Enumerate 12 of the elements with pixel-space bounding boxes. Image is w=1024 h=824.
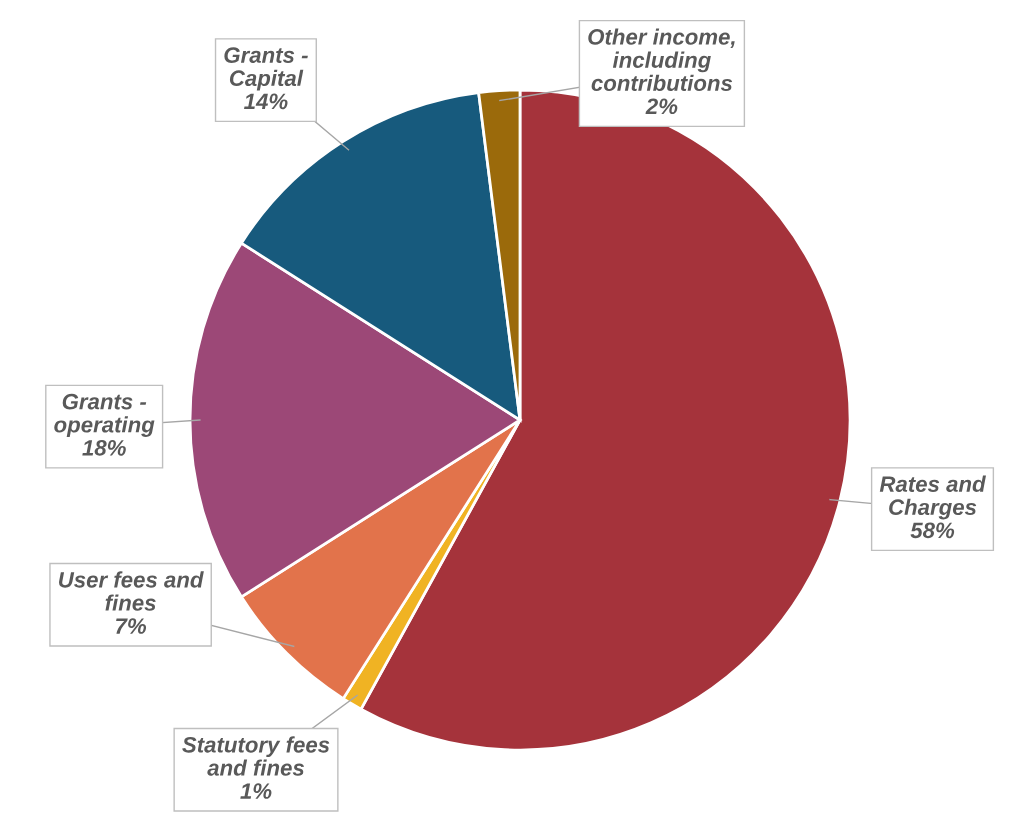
data-label: 58% xyxy=(910,522,955,539)
slice-label: Rates and Charges xyxy=(879,475,986,520)
slice-label: User fees and fines xyxy=(59,571,204,611)
slice-label: Statutory fees and fines xyxy=(182,736,330,776)
data-label: 18% xyxy=(82,439,126,456)
data-label: 1% xyxy=(240,783,272,799)
slice-label: Grants - operating xyxy=(54,393,155,437)
slice-label: Other income, including contributions xyxy=(588,28,735,92)
data-label: 2% xyxy=(645,98,678,115)
data-label: 14% xyxy=(244,93,288,110)
slice-label: Grants - Capital xyxy=(224,47,308,91)
data-label: 7% xyxy=(116,618,147,634)
